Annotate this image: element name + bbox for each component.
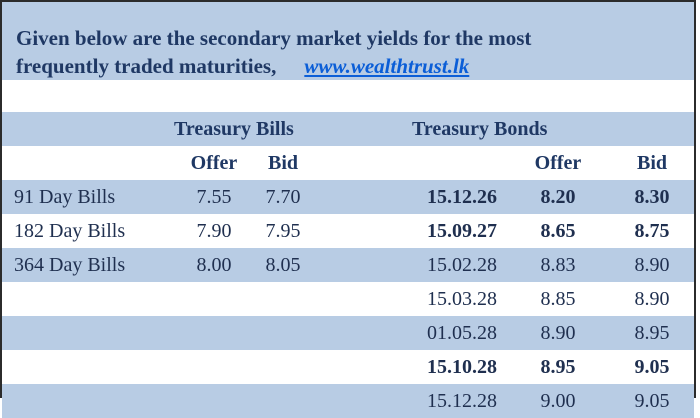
header-line-2: frequently traded maturities, www.wealtht… xyxy=(16,52,680,80)
bill-bid-cell: 8.05 xyxy=(265,254,301,276)
header-line-1: Given below are the secondary market yie… xyxy=(16,26,532,50)
bill-name-cell: 91 Day Bills xyxy=(14,186,116,208)
bond-offer-cell: 8.85 xyxy=(540,288,576,310)
bills-bid-heading: Bid xyxy=(267,152,299,174)
table-row: 15.12.28 9.00 9.05 xyxy=(2,384,694,418)
bond-bid-cell: 8.75 xyxy=(634,220,670,242)
table-row: 15.10.28 8.95 9.05 xyxy=(2,350,694,384)
bill-name-cell: 182 Day Bills xyxy=(14,220,126,242)
bond-maturity-cell: 15.12.26 xyxy=(427,186,497,208)
header-line-2-text: frequently traded maturities, xyxy=(16,54,277,78)
bond-bid-cell: 9.05 xyxy=(634,356,670,378)
table-row: 15.03.28 8.85 8.90 xyxy=(2,282,694,316)
table-header: Given below are the secondary market yie… xyxy=(2,2,694,80)
bond-bid-cell: 8.95 xyxy=(634,322,670,344)
bond-bid-cell: 8.90 xyxy=(634,288,670,310)
bill-offer-cell xyxy=(178,384,250,418)
bill-offer-cell: 7.55 xyxy=(196,186,232,208)
column-header-row: Offer Bid Offer Bid xyxy=(2,146,694,180)
wealthtrust-link[interactable]: www.wealthtrust.lk xyxy=(304,54,470,78)
table-row: 01.05.28 8.90 8.95 xyxy=(2,316,694,350)
bill-bid-cell xyxy=(248,384,318,418)
bill-bid-cell xyxy=(248,316,318,350)
bond-maturity-cell: 15.02.28 xyxy=(427,254,497,276)
bond-offer-cell: 8.20 xyxy=(540,186,576,208)
table-row: 91 Day Bills 7.55 7.70 15.12.26 8.20 8.30 xyxy=(2,180,694,214)
bill-offer-cell xyxy=(178,350,250,384)
spacer-row xyxy=(2,80,694,112)
bills-offer-heading: Offer xyxy=(190,152,238,174)
bond-offer-cell: 8.65 xyxy=(540,220,576,242)
table-row: 182 Day Bills 7.90 7.95 15.09.27 8.65 8.75 xyxy=(2,214,694,248)
bond-maturity-cell: 15.03.28 xyxy=(427,288,497,310)
bond-maturity-cell: 01.05.28 xyxy=(427,322,497,344)
bond-offer-cell: 8.83 xyxy=(540,254,576,276)
bond-offer-cell: 8.90 xyxy=(540,322,576,344)
bill-name-cell: 364 Day Bills xyxy=(14,254,126,276)
table-row: 364 Day Bills 8.00 8.05 15.02.28 8.83 8.90 xyxy=(2,248,694,282)
bond-maturity-cell: 15.10.28 xyxy=(427,356,497,378)
bond-offer-cell: 9.00 xyxy=(540,390,576,412)
treasury-bonds-heading: Treasury Bonds xyxy=(412,118,548,140)
bill-bid-cell xyxy=(248,282,318,316)
treasury-bills-heading: Treasury Bills xyxy=(174,118,294,140)
bill-offer-cell xyxy=(178,316,250,350)
group-header-row: Treasury Bills Treasury Bonds xyxy=(2,112,694,146)
bill-bid-cell: 7.95 xyxy=(265,220,301,242)
bond-offer-cell: 8.95 xyxy=(540,356,576,378)
bill-bid-cell xyxy=(248,350,318,384)
bonds-offer-heading: Offer xyxy=(534,152,582,174)
bill-offer-cell: 8.00 xyxy=(196,254,232,276)
bond-bid-cell: 8.30 xyxy=(634,186,670,208)
bond-bid-cell: 8.90 xyxy=(634,254,670,276)
bond-bid-cell: 9.05 xyxy=(634,390,670,412)
bill-offer-cell: 7.90 xyxy=(196,220,232,242)
bill-bid-cell: 7.70 xyxy=(265,186,301,208)
bond-maturity-cell: 15.12.28 xyxy=(427,390,497,412)
bill-offer-cell xyxy=(178,282,250,316)
bond-maturity-cell: 15.09.27 xyxy=(427,220,497,242)
bonds-bid-heading: Bid xyxy=(636,152,668,174)
